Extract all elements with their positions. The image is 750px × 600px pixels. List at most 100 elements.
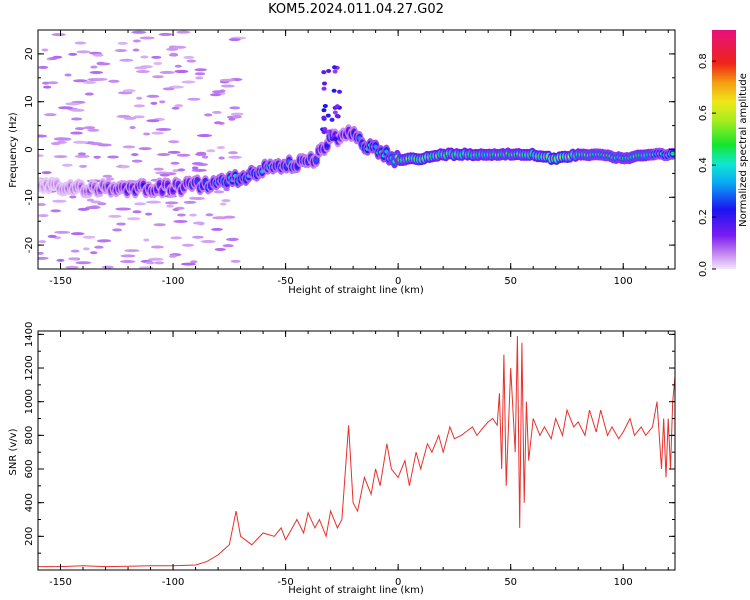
noise-blob xyxy=(197,222,205,226)
x-tick-label: 50 xyxy=(504,577,517,588)
plume-blob xyxy=(322,81,328,86)
noise-blob xyxy=(212,110,222,114)
noise-blob xyxy=(129,126,136,130)
noise-blob xyxy=(86,198,94,202)
noise-blob xyxy=(190,260,198,264)
noise-blob xyxy=(83,126,96,130)
colorbar-ticks: 0.0 0.2 0.4 0.6 0.8 xyxy=(698,53,716,277)
y-tick-label: 1400 xyxy=(24,322,35,347)
noise-blob xyxy=(77,207,90,211)
noise-blob xyxy=(122,145,136,149)
noise-blob xyxy=(123,116,137,120)
noise-blob xyxy=(168,254,177,258)
noise-blob xyxy=(115,207,132,211)
noise-blob xyxy=(119,58,134,62)
noise-blob xyxy=(75,261,92,265)
plume-blob xyxy=(334,114,340,119)
noise-blob xyxy=(143,132,151,136)
noise-blob xyxy=(153,223,166,227)
noise-blob xyxy=(226,237,239,241)
noise-blob xyxy=(176,153,191,157)
noise-blob xyxy=(177,213,186,217)
noise-blob xyxy=(82,80,97,84)
noise-blob xyxy=(150,101,158,105)
noise-blob xyxy=(170,161,180,165)
noise-blob xyxy=(191,166,199,170)
colorbar: 0.0 0.2 0.4 0.6 0.8 Normalized spectral ampl… xyxy=(698,30,749,277)
noise-blob xyxy=(150,245,164,249)
noise-blob xyxy=(74,41,87,45)
noise-blob xyxy=(92,77,108,81)
noise-blob xyxy=(182,243,195,247)
plume-blob xyxy=(332,69,338,74)
noise-blob xyxy=(165,47,179,51)
noise-blob xyxy=(145,261,155,265)
noise-blob xyxy=(138,147,152,151)
y-tick-label: 400 xyxy=(24,493,35,512)
noise-blob xyxy=(107,155,119,159)
colorbar-tick-label: 0.4 xyxy=(698,157,709,173)
plume-blob xyxy=(322,126,328,131)
noise-blob xyxy=(135,70,150,74)
noise-blob xyxy=(229,106,241,110)
x-tick-label: 0 xyxy=(395,276,401,287)
noise-blob xyxy=(127,217,141,221)
noise-blob xyxy=(223,215,236,219)
plume-blob xyxy=(329,117,335,122)
noise-blob xyxy=(124,249,140,253)
noise-blob xyxy=(222,244,234,248)
noise-blob xyxy=(139,36,155,40)
noise-blob xyxy=(65,265,79,269)
noise-blob xyxy=(219,78,236,82)
plume-blob xyxy=(321,115,327,120)
noise-blob xyxy=(194,72,206,76)
plume-blob xyxy=(325,113,331,118)
noise-blob xyxy=(120,254,136,258)
x-tick-label: -50 xyxy=(277,577,293,588)
noise-blob xyxy=(213,121,223,125)
noise-blob xyxy=(132,48,140,52)
noise-blob xyxy=(132,39,141,43)
noise-blob xyxy=(146,94,160,98)
noise-blob xyxy=(164,201,179,205)
x-tick-label: -150 xyxy=(49,276,72,287)
noise-blob xyxy=(200,240,216,244)
x-tick-label: -150 xyxy=(49,577,72,588)
noise-blob xyxy=(146,119,160,123)
noise-blob xyxy=(196,151,207,155)
plume-blob xyxy=(321,86,327,91)
noise-blob xyxy=(211,90,224,94)
noise-blob xyxy=(162,87,175,91)
noise-blob xyxy=(151,131,164,135)
plume-blob xyxy=(321,108,327,113)
noise-blob xyxy=(174,104,184,108)
noise-blob xyxy=(93,155,101,159)
noise-blob xyxy=(196,134,213,138)
noise-blob xyxy=(120,165,128,169)
plume-blob xyxy=(326,68,332,73)
noise-blob xyxy=(143,238,150,242)
spectrogram-x-axis-label: Height of straight line (km) xyxy=(288,285,424,296)
noise-blob xyxy=(172,208,180,212)
noise-blob xyxy=(132,210,142,214)
noise-blob xyxy=(153,61,163,65)
x-tick-label: 0 xyxy=(395,577,401,588)
noise-blob xyxy=(50,209,61,213)
noise-blob xyxy=(183,200,197,204)
noise-blob xyxy=(171,106,180,110)
noise-blob xyxy=(108,214,122,218)
noise-blob xyxy=(230,259,241,263)
noise-blob xyxy=(152,75,164,79)
noise-blob xyxy=(201,155,209,159)
noise-blob xyxy=(119,260,136,264)
noise-blob xyxy=(214,247,226,251)
x-tick-label: -50 xyxy=(277,276,293,287)
noise-blob xyxy=(172,45,187,49)
noise-blob xyxy=(47,234,57,238)
noise-blob xyxy=(209,93,222,97)
noise-blob xyxy=(101,265,114,269)
noise-blob xyxy=(180,262,196,266)
snr-x-axis-label: Height of straight line (km) xyxy=(288,585,424,596)
noise-blob xyxy=(47,81,59,85)
